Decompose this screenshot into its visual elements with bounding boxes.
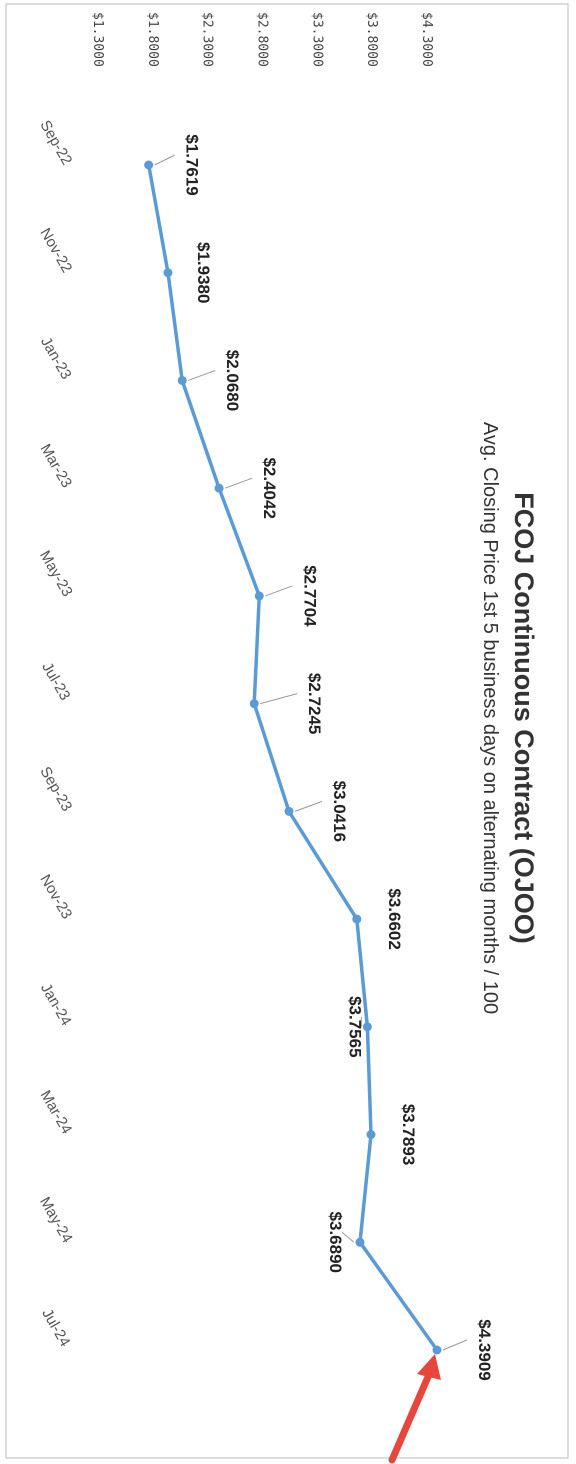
series-line: [146, 163, 439, 1352]
data-label-leader: [442, 1339, 468, 1351]
data-label-leader: [154, 154, 175, 166]
y-tick-label: $2.3000: [200, 12, 215, 67]
x-tick-label: Sep-23: [36, 764, 75, 814]
x-tick-label: Jul-24: [38, 1306, 73, 1350]
y-tick-label: $2.8000: [255, 12, 270, 67]
arrow-head: [416, 1354, 441, 1380]
data-point: [214, 483, 224, 493]
chart-subtitle: Avg. Closing Price 1st 5 business days o…: [479, 422, 501, 1014]
y-tick-label: $1.3000: [90, 12, 105, 67]
x-tick-label: Mar-24: [37, 1087, 75, 1137]
data-label: $4.3909: [475, 1319, 494, 1380]
data-label: $1.7619: [183, 134, 202, 195]
y-tick-label: $1.8000: [145, 12, 160, 67]
y-tick-label: $3.8000: [364, 12, 379, 67]
x-tick-label: May-23: [36, 548, 76, 600]
arrow-shaft: [388, 1366, 435, 1464]
data-point: [177, 375, 187, 385]
data-label: $3.6602: [385, 888, 404, 949]
data-label-leader: [260, 693, 298, 705]
data-point: [366, 1130, 376, 1140]
data-point: [144, 160, 154, 170]
data-label: $2.7245: [305, 673, 324, 734]
data-point: [355, 1237, 365, 1247]
y-tick-label: $3.3000: [309, 12, 324, 67]
data-point: [284, 806, 294, 816]
x-tick-label: Nov-22: [36, 225, 75, 275]
data-label-leader: [341, 1231, 355, 1243]
data-label-leader: [294, 800, 323, 812]
data-point: [362, 1022, 372, 1032]
x-tick-label: Nov-23: [36, 872, 75, 922]
data-point: [254, 591, 264, 601]
data-label: $3.7893: [399, 1104, 418, 1165]
data-label-leader: [188, 369, 216, 381]
series-line-group: [146, 163, 439, 1352]
x-tick-label: Jul-23: [38, 659, 73, 703]
x-tick-label: Mar-23: [37, 441, 75, 491]
data-points: [144, 160, 442, 1355]
data-point: [432, 1345, 442, 1355]
chart-border: [5, 3, 569, 1459]
x-tick-label: Jan-24: [37, 980, 75, 1028]
data-label: $3.7565: [345, 996, 364, 1057]
data-label: $1.9380: [194, 242, 213, 303]
data-label: $3.0416: [330, 781, 349, 842]
x-tick-label: Sep-22: [36, 118, 75, 168]
data-point: [163, 268, 173, 278]
data-label-leader: [224, 477, 253, 489]
annotation-arrow-icon: [388, 1354, 441, 1464]
x-tick-label: May-24: [36, 1194, 76, 1246]
data-labels: $1.7619 $1.9380 $2.0680 $2.4042 $2.7704 $2.72…: [154, 134, 494, 1381]
data-label: $2.4042: [260, 457, 279, 518]
y-tick-label: $4.3000: [419, 12, 434, 67]
x-tick-label: Jan-23: [37, 334, 75, 382]
chart-title: FCOJ Continuous Contract (OJOO): [509, 492, 539, 944]
y-axis-ticks: $1.3000 $1.8000 $2.3000 $2.8000 $3.3000 $3.80…: [90, 12, 434, 67]
data-point: [352, 914, 362, 924]
data-label: $3.6890: [326, 1212, 345, 1273]
data-label: $2.7704: [300, 565, 319, 627]
data-label: $2.0680: [223, 350, 242, 411]
x-axis-ticks: Sep-22 Nov-22 Jan-23 Mar-23 May-23 Jul-23 Sep-…: [36, 118, 76, 1350]
data-label-leader: [265, 585, 293, 597]
data-point: [249, 699, 259, 709]
